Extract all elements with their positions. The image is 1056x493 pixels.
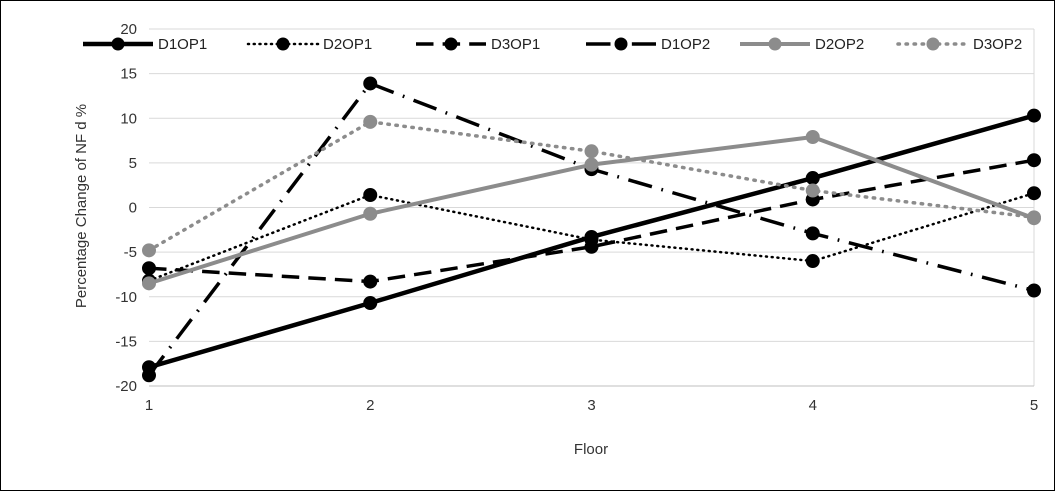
series-D3OP2 [142, 114, 1041, 258]
y-tick-label: 5 [129, 155, 137, 172]
legend-label: D1OP2 [661, 36, 710, 53]
data-point [1027, 186, 1041, 201]
data-point [805, 226, 820, 241]
series-line [147, 81, 1035, 377]
data-point [1027, 108, 1041, 123]
x-tick-label: 4 [809, 397, 817, 414]
y-tick-label: -5 [124, 244, 137, 261]
legend-item: D2OP2 [740, 36, 864, 53]
legend: D1OP1 D2OP1 D3OP1 D1OP2 D2OP2 D3OP2 [83, 36, 1022, 53]
data-point [142, 261, 156, 276]
data-point [584, 239, 599, 254]
x-axis-title: Floor [574, 441, 608, 458]
series-line [147, 120, 1036, 253]
legend-item: D1OP2 [586, 36, 710, 53]
data-point [142, 243, 156, 258]
y-tick-label: -20 [115, 378, 137, 395]
x-tick-label: 2 [366, 397, 374, 414]
legend-label: D3OP2 [973, 36, 1022, 53]
data-point [805, 254, 820, 269]
data-point [363, 295, 378, 310]
legend-swatch-marker [768, 37, 782, 51]
legend-swatch-marker [276, 37, 290, 51]
legend-swatch-marker [444, 37, 458, 51]
legend-label: D2OP1 [323, 36, 372, 53]
legend-item: D3OP2 [896, 36, 1022, 53]
legend-swatch-marker [614, 37, 628, 51]
data-point [584, 144, 599, 159]
legend-item: D2OP1 [246, 36, 372, 53]
data-point [142, 276, 156, 291]
legend-item: D1OP1 [83, 36, 207, 53]
legend-label: D1OP1 [158, 36, 207, 53]
y-tick-label: 20 [120, 21, 137, 38]
y-tick-label: -15 [115, 333, 137, 350]
legend-item: D3OP1 [416, 36, 540, 53]
legend-label: D2OP2 [815, 36, 864, 53]
x-tick-label: 1 [145, 397, 153, 414]
data-point [805, 183, 820, 198]
series-D1OP2 [142, 76, 1041, 383]
data-point [363, 114, 378, 129]
y-tick-label: 10 [120, 110, 137, 127]
data-point [363, 76, 378, 91]
legend-swatch-marker [111, 37, 125, 51]
data-point [363, 206, 378, 221]
y-tick-label: 15 [120, 66, 137, 83]
series-line [148, 158, 1035, 284]
data-point [1027, 283, 1041, 298]
legend-swatch-marker [926, 37, 940, 51]
data-point [1027, 153, 1041, 168]
data-point [805, 129, 820, 144]
gridlines [149, 28, 1035, 387]
series-D2OP1 [142, 186, 1041, 288]
series-lines [142, 76, 1041, 383]
data-point [805, 171, 820, 186]
y-tick-label: -10 [115, 289, 137, 306]
x-tick-label: 3 [587, 397, 595, 414]
y-tick-label: 0 [129, 200, 137, 217]
data-point [142, 368, 156, 383]
data-point [363, 188, 378, 203]
y-axis-title: Percentage Change of NF d % [73, 104, 90, 308]
x-tick-label: 5 [1030, 397, 1038, 414]
axes: 20 15 10 5 0 -5 -10 -15 -20 1 2 3 4 5 [115, 21, 1038, 414]
legend-label: D3OP1 [491, 36, 540, 53]
data-point [363, 274, 378, 289]
data-point [584, 157, 599, 172]
data-point [1027, 210, 1041, 225]
